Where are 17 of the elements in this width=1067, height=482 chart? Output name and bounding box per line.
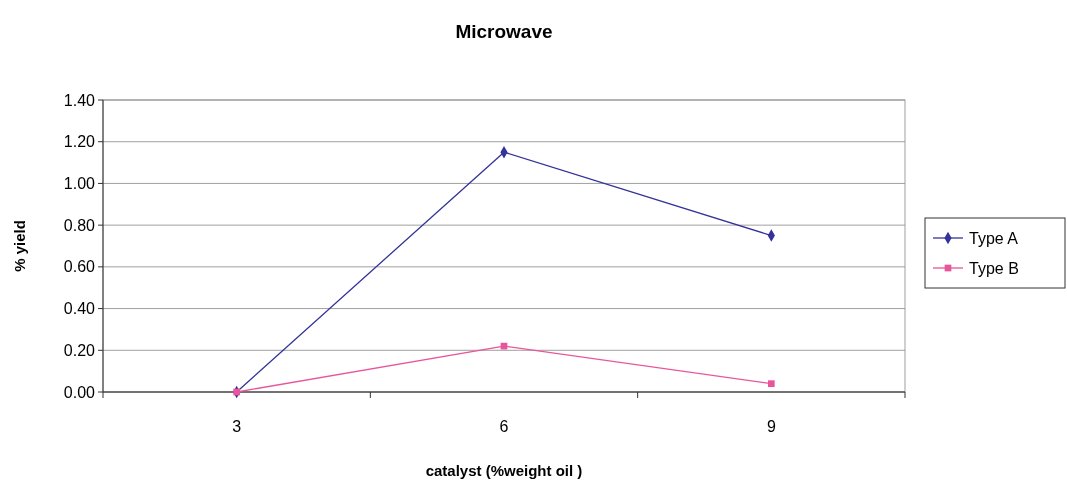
y-tick-label: 0.80	[63, 216, 96, 234]
legend-label: Type A	[969, 229, 1019, 247]
chart-title: Microwave	[455, 21, 553, 42]
y-tick-label: 1.40	[63, 91, 96, 109]
y-axis-title: % yield	[11, 220, 28, 272]
y-tick-label: 0.40	[63, 300, 96, 318]
y-tick-label: 0.00	[63, 383, 96, 401]
y-tick-label: 0.20	[63, 341, 96, 359]
legend-label: Type B	[969, 259, 1019, 277]
x-tick-label: 3	[232, 418, 242, 435]
y-tick-label: 0.60	[63, 258, 96, 276]
x-tick-label: 6	[499, 418, 509, 435]
x-axis-title: catalyst (%weight oil )	[425, 462, 583, 479]
x-tick-label: 9	[766, 418, 776, 435]
y-tick-label: 1.20	[63, 133, 96, 151]
y-tick-label: 1.00	[63, 175, 96, 193]
point	[767, 380, 775, 388]
